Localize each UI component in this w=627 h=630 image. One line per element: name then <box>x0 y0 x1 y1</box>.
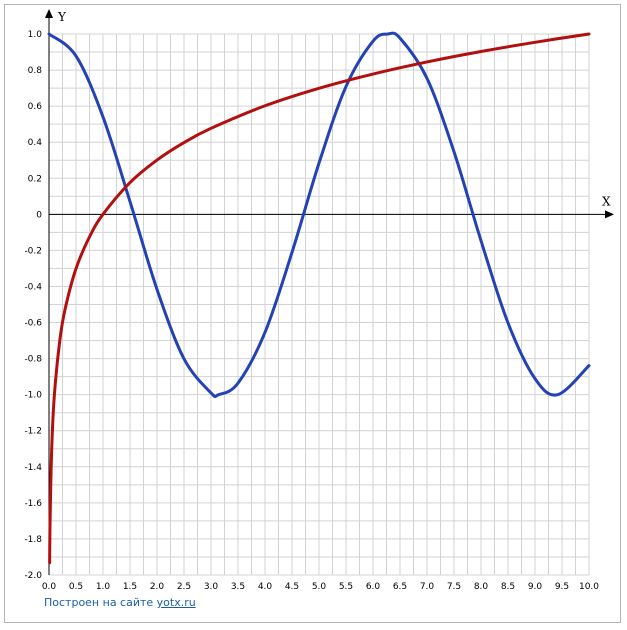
credit-text: Построен на сайте <box>44 596 154 609</box>
x-tick-label: 8.5 <box>501 582 515 592</box>
x-tick-label: 10.0 <box>579 582 599 592</box>
x-tick-label: 0.5 <box>69 582 83 592</box>
tick-labels: 0.0 0.5 1.0 1.5 2.0 2.5 3.0 3.5 4.0 4.5 5.0 5.5 6.0 6… <box>24 30 599 592</box>
y-tick-label: -1.2 <box>24 427 42 437</box>
y-tick-label: 0.2 <box>28 174 42 184</box>
y-tick-label: -1.4 <box>24 463 42 473</box>
x-tick-label: 9.5 <box>555 582 569 592</box>
x-tick-label: 2.0 <box>150 582 165 592</box>
y-tick-label: -0.6 <box>24 319 42 329</box>
y-tick-label: 0 <box>36 210 42 220</box>
x-tick-label: 0.0 <box>42 582 57 592</box>
x-axis-arrow-icon <box>605 210 614 219</box>
x-tick-label: 3.0 <box>204 582 219 592</box>
y-tick-label: -1.0 <box>24 391 42 401</box>
curves <box>47 31 591 565</box>
x-tick-label: 5.5 <box>339 582 353 592</box>
x-tick-label: 3.5 <box>231 582 245 592</box>
y-axis-arrow-icon <box>45 9 53 18</box>
y-tick-label: -0.2 <box>24 246 42 256</box>
series-line-blue <box>47 31 591 399</box>
x-tick-label: 6.0 <box>366 582 381 592</box>
site-link[interactable]: yotx.ru <box>156 596 196 609</box>
x-tick-label: 5.0 <box>312 582 327 592</box>
x-tick-label: 6.5 <box>393 582 407 592</box>
x-tick-label: 2.5 <box>177 582 191 592</box>
x-tick-label: 8.0 <box>474 582 489 592</box>
credit-line: Построен на сайте yotx.ru <box>44 596 196 609</box>
x-tick-label: 4.5 <box>285 582 299 592</box>
x-tick-label: 1.5 <box>123 582 137 592</box>
x-tick-label: 7.0 <box>420 582 435 592</box>
y-tick-label: -0.4 <box>24 282 42 292</box>
y-tick-label: -1.6 <box>24 499 42 509</box>
x-axis-label: X <box>602 194 611 208</box>
y-tick-label: 0.4 <box>28 138 43 148</box>
y-tick-label: 0.8 <box>28 66 43 76</box>
y-tick-label: -2.0 <box>24 571 42 581</box>
x-tick-label: 4.0 <box>258 582 273 592</box>
y-axis-label: Y <box>57 10 67 24</box>
series-line-red <box>48 32 591 565</box>
chart-frame <box>4 4 621 623</box>
y-tick-label: -1.8 <box>24 535 42 545</box>
x-tick-label: 9.0 <box>528 582 543 592</box>
y-tick-label: 1.0 <box>28 30 43 40</box>
x-tick-label: 1.0 <box>96 582 111 592</box>
grid <box>48 33 590 576</box>
y-tick-label: -0.8 <box>24 355 42 365</box>
y-tick-label: 0.6 <box>28 102 43 112</box>
axes <box>45 9 614 575</box>
x-tick-label: 7.5 <box>447 582 461 592</box>
